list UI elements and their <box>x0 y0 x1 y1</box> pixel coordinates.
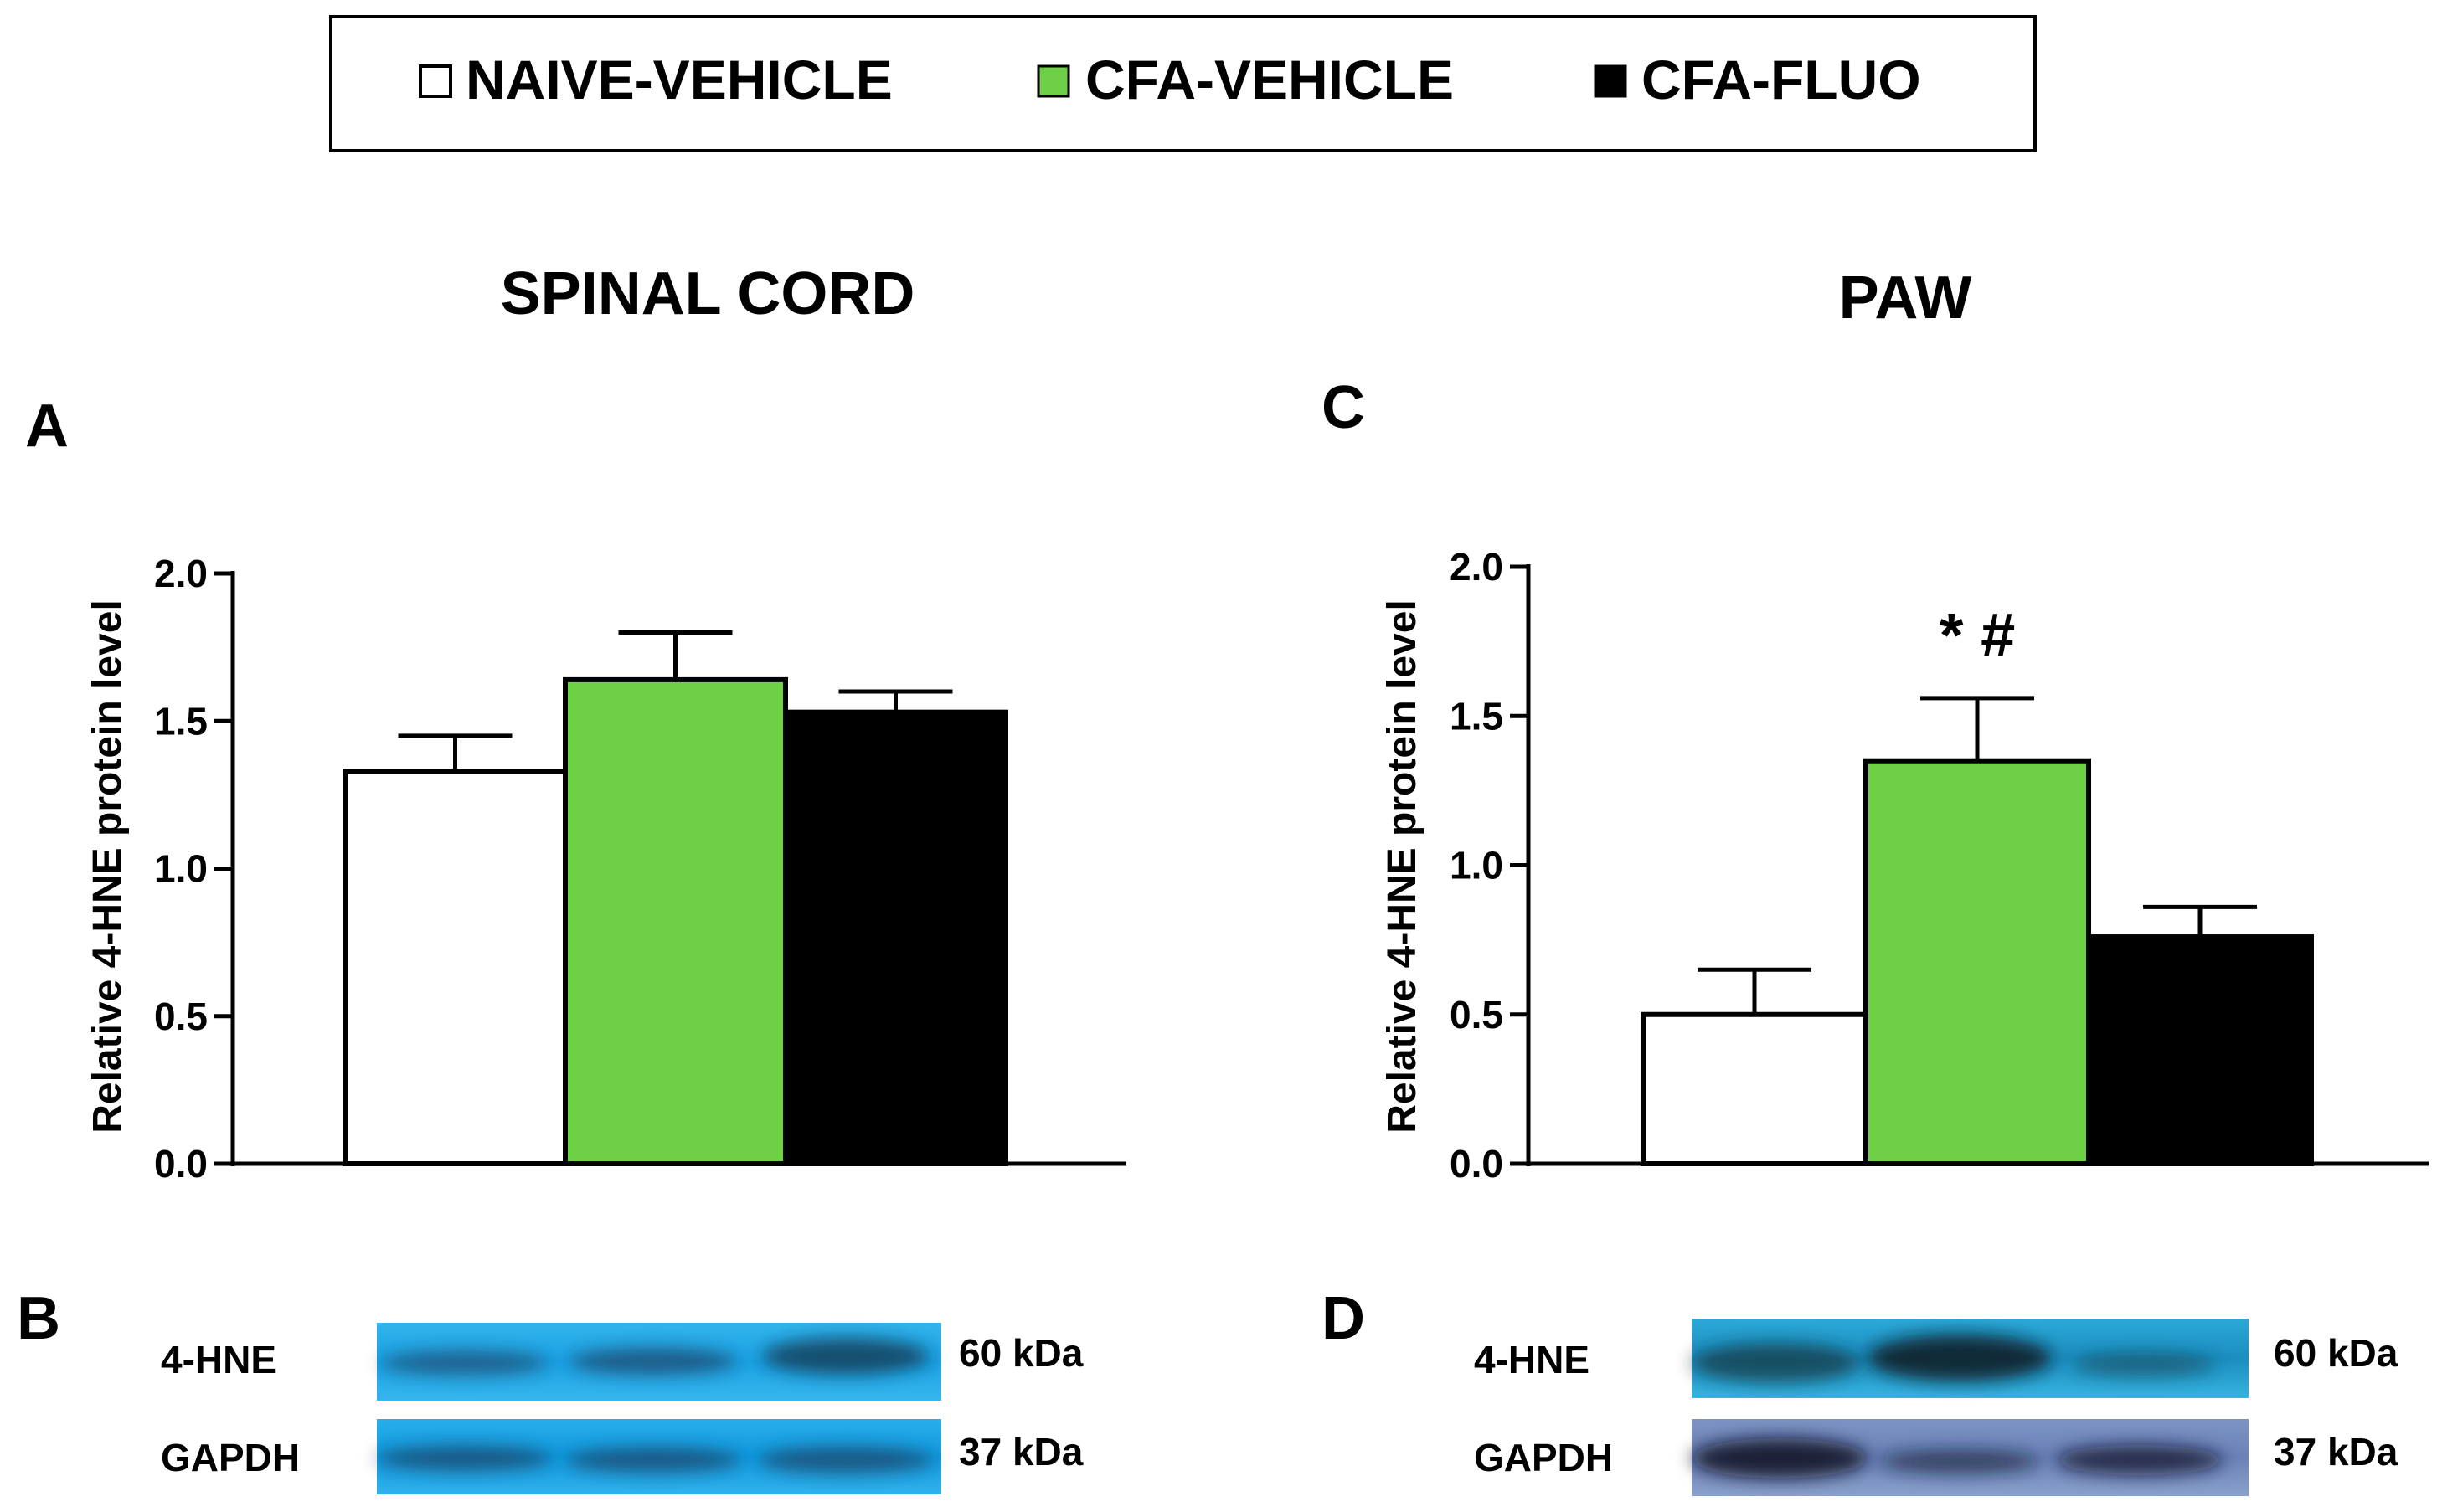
blot-d-label-gapdh: GAPDH <box>1474 1436 1613 1479</box>
legend-frame <box>329 15 2037 152</box>
chart-c-significance-annotation: * # <box>1940 600 2016 670</box>
section-title-paw: PAW <box>1839 265 1972 332</box>
chart-a-bar-2 <box>783 709 1008 1166</box>
chart-c-ytick-label-0: 0.0 <box>1450 1142 1503 1185</box>
chart-c-bar-0 <box>1641 1011 1868 1166</box>
panel-letter-a: A <box>25 393 69 460</box>
blot-d-label-4hne: 4-HNE <box>1474 1338 1589 1381</box>
blot-d-size-37kda: 37 kDa <box>2274 1430 2398 1473</box>
blot-b-size-60kda: 60 kDa <box>959 1331 1084 1375</box>
panel-letter-c: C <box>1322 374 1365 441</box>
blot-d-gapdh-band-3 <box>2056 1445 2223 1475</box>
blot-b-gapdh-band-2 <box>565 1448 741 1473</box>
blot-d-4hne-band-3 <box>2073 1352 2215 1377</box>
chart-c-bar-1 <box>1863 758 2091 1166</box>
panel-letter-b: B <box>17 1285 60 1352</box>
chart-c-ytick-label-3: 1.5 <box>1450 694 1503 738</box>
legend-label-cfa-fluo: CFA-FLUO <box>1641 49 1921 111</box>
chart-c-paw: Relative 4-HNE protein level 0.0 0.5 1.0 1.… <box>1380 545 2429 1185</box>
legend-swatch-cfa-vehicle <box>1037 64 1070 98</box>
chart-c-ytick-label-1: 0.5 <box>1450 993 1503 1036</box>
blot-d-paw: 4-HNE GAPDH 60 kDa 37 kDa <box>1474 1319 2398 1496</box>
blot-b-gapdh-band-3 <box>758 1447 934 1473</box>
blot-b-4hne-band-3 <box>762 1338 930 1375</box>
chart-a-ylabel: Relative 4-HNE protein level <box>85 599 130 1134</box>
blot-b-gapdh-band-1 <box>377 1446 553 1471</box>
blot-b-4hne-band-1 <box>381 1350 549 1376</box>
chart-c-ytick-label-2: 1.0 <box>1450 844 1503 887</box>
blot-b-4hne-band-2 <box>569 1348 737 1375</box>
blot-d-4hne-band-2 <box>1868 1335 2052 1381</box>
chart-a-ytick-label-3: 1.5 <box>154 699 208 743</box>
chart-a-ytick-label-4: 2.0 <box>154 552 208 595</box>
section-title-spinal-cord: SPINAL CORD <box>501 260 915 327</box>
blot-d-size-60kda: 60 kDa <box>2274 1331 2398 1375</box>
panel-letter-d: D <box>1322 1285 1365 1352</box>
chart-a-bar-1 <box>563 676 788 1166</box>
chart-a-bar-0 <box>343 769 568 1166</box>
blot-b-spinal-cord: 4-HNE GAPDH 60 kDa 37 kDa <box>161 1323 1084 1494</box>
chart-a-spinal-cord: Relative 4-HNE protein level 0.0 0.5 1.0 1.… <box>85 552 1126 1185</box>
legend: NAIVE-VEHICLE CFA-VEHICLE CFA-FLUO <box>329 15 2037 152</box>
chart-c-bar-2 <box>2086 934 2314 1167</box>
legend-swatch-naive-vehicle <box>419 64 452 98</box>
chart-a-ytick-label-1: 0.5 <box>154 995 208 1038</box>
chart-a-ytick-label-2: 1.0 <box>154 847 208 891</box>
chart-a-ytick-label-0: 0.0 <box>154 1142 208 1185</box>
blot-d-4hne-band-1 <box>1692 1343 1859 1383</box>
blot-b-size-37kda: 37 kDa <box>959 1430 1084 1473</box>
blot-b-label-gapdh: GAPDH <box>161 1436 300 1479</box>
legend-swatch-cfa-fluo <box>1594 64 1627 98</box>
blot-b-label-4hne: 4-HNE <box>161 1338 276 1381</box>
blot-d-gapdh-band-1 <box>1692 1438 1868 1479</box>
blot-d-gapdh-band-2 <box>1880 1450 2039 1473</box>
chart-c-ylabel: Relative 4-HNE protein level <box>1380 599 1425 1134</box>
legend-label-cfa-vehicle: CFA-VEHICLE <box>1085 49 1454 111</box>
legend-label-naive-vehicle: NAIVE-VEHICLE <box>466 49 893 111</box>
chart-c-ytick-label-4: 2.0 <box>1450 545 1503 589</box>
